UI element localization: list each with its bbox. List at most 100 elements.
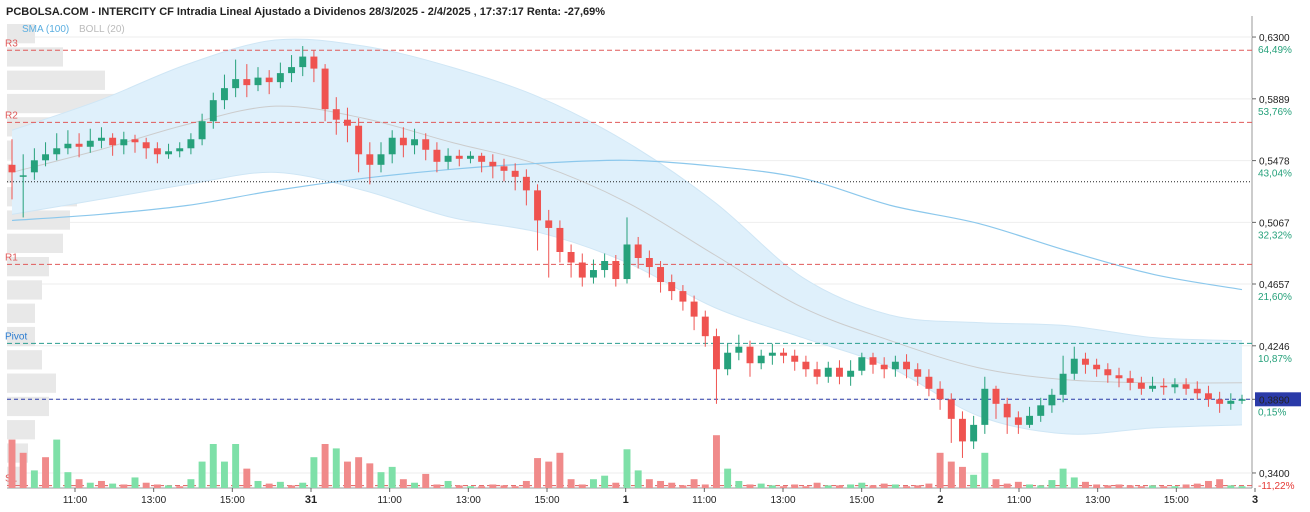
volume-bar <box>455 485 463 488</box>
volume-bar <box>824 485 832 488</box>
candle-body <box>1171 384 1179 388</box>
volume-bar <box>422 473 430 488</box>
volume-bar <box>220 461 228 488</box>
y-tick-percent: 10,87% <box>1258 354 1292 365</box>
profile-bar <box>7 233 63 253</box>
profile-bar <box>7 257 49 277</box>
candle-body <box>489 161 497 167</box>
x-tick-label: 1 <box>623 494 629 506</box>
candle-body <box>556 227 564 252</box>
volume-bar <box>1227 485 1235 488</box>
candle-body <box>153 148 161 155</box>
profile-bar <box>7 350 42 370</box>
candle-body <box>466 155 474 159</box>
candle-body <box>567 251 575 263</box>
x-tick-label: 31 <box>305 494 317 506</box>
candle-body <box>198 121 206 140</box>
volume-bar <box>42 457 50 488</box>
volume-bar <box>791 484 799 488</box>
x-tick-label: 15:00 <box>534 495 559 506</box>
volume-bar <box>936 452 944 488</box>
volume-bar <box>958 466 966 488</box>
volume-bar <box>187 479 195 488</box>
volume-bar <box>299 482 307 488</box>
candle-body <box>478 155 486 162</box>
candle-body <box>1115 375 1123 379</box>
volume-bar <box>1182 484 1190 488</box>
level-label-r2: R2 <box>5 110 18 121</box>
profile-bar <box>7 396 49 417</box>
candle-body <box>657 267 665 283</box>
candle-body <box>120 139 128 146</box>
candle-body <box>668 282 676 292</box>
x-tick-label: 2 <box>937 494 943 506</box>
volume-bar <box>925 483 933 488</box>
volume-bar <box>578 484 586 488</box>
profile-bar <box>7 280 42 300</box>
volume-bar <box>724 468 732 488</box>
candle-body <box>109 137 117 146</box>
volume-bar <box>545 461 553 488</box>
volume-bar <box>534 458 542 488</box>
volume-bar <box>802 486 810 488</box>
candle-body <box>388 137 396 155</box>
candle-body <box>712 336 720 370</box>
candle-body <box>835 367 843 377</box>
candle-body <box>780 352 788 356</box>
candle-body <box>1104 369 1112 376</box>
y-tick-percent: 32,32% <box>1258 230 1292 241</box>
candle-body <box>1037 405 1045 416</box>
x-tick-label: 15:00 <box>1164 495 1189 506</box>
candle-body <box>768 352 776 356</box>
volume-bar <box>388 466 396 488</box>
candle-body <box>332 109 340 120</box>
candle-body <box>1026 415 1034 425</box>
volume-bar <box>657 480 665 488</box>
volume-bar <box>869 485 877 488</box>
candle-body <box>355 125 363 155</box>
candle-body <box>1238 399 1246 401</box>
candle-body <box>746 346 754 364</box>
candle-body <box>1227 400 1235 404</box>
candle-body <box>343 119 351 126</box>
volume-bar <box>701 484 709 488</box>
volume-bar <box>1171 486 1179 488</box>
profile-bar <box>7 326 35 347</box>
candle-body <box>75 143 83 147</box>
candle-body <box>366 154 374 165</box>
x-tick-label: 11:00 <box>63 495 88 506</box>
candle-body <box>880 364 888 370</box>
volume-bar <box>1104 485 1112 488</box>
candle-body <box>254 77 262 86</box>
y-tick-label: 0,5889 <box>1259 95 1290 106</box>
x-tick-label: 3 <box>1252 494 1258 506</box>
volume-bar <box>1014 481 1022 488</box>
volume-bar <box>8 439 16 488</box>
candle-body <box>399 137 407 146</box>
candle-body <box>1126 378 1134 383</box>
volume-bar <box>858 482 866 488</box>
candle-body <box>802 361 810 370</box>
candle-body <box>679 291 687 302</box>
candle-body <box>165 151 173 155</box>
candle-body <box>1014 417 1022 425</box>
volume-bar <box>332 448 340 488</box>
volume-bar <box>623 449 631 488</box>
volume-bar <box>1160 486 1168 488</box>
y-tick-label: 0,6300 <box>1259 33 1290 44</box>
volume-bar <box>1070 477 1078 488</box>
candle-body <box>1216 399 1224 404</box>
candle-body <box>310 56 318 69</box>
candles <box>8 46 1246 458</box>
volume-bar <box>64 472 72 488</box>
y-tick-percent: 53,76% <box>1258 107 1292 118</box>
volume-bar <box>981 452 989 488</box>
candle-body <box>53 148 61 155</box>
candle-body <box>1137 382 1145 389</box>
volume-bar <box>86 482 94 488</box>
volume-bar <box>1037 485 1045 488</box>
volume-bar <box>1026 484 1034 488</box>
volume-bar <box>735 480 743 488</box>
